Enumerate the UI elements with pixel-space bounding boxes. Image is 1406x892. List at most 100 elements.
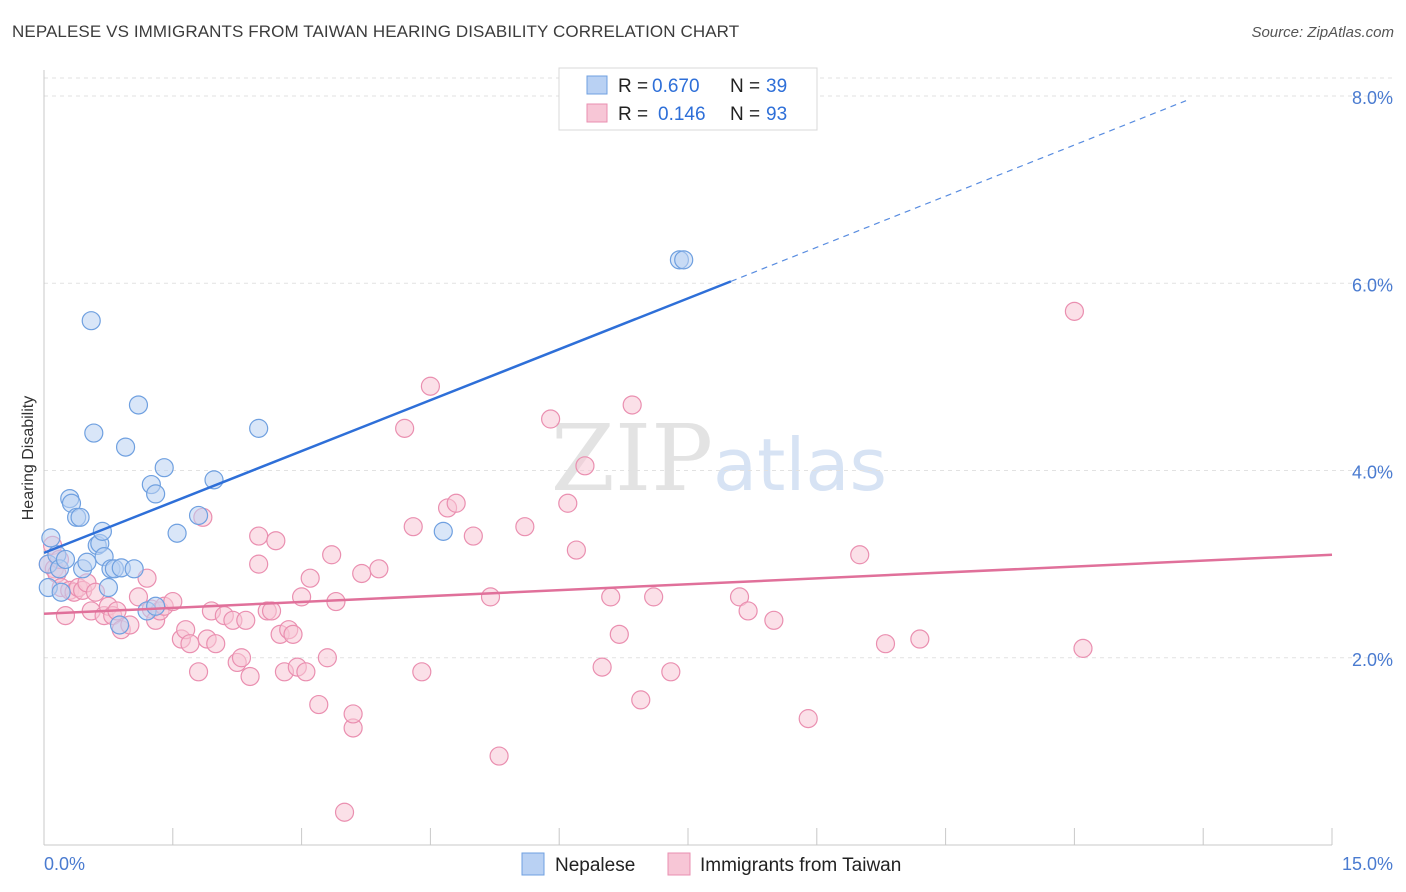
data-point	[249, 554, 269, 574]
gridlines	[44, 77, 1392, 659]
data-point	[309, 694, 329, 715]
correlation-legend: R = 0.670 N = 39 R = 0.146 N = 93	[558, 67, 818, 131]
data-point	[146, 596, 166, 616]
data-point	[798, 709, 818, 729]
trend-line-nepalese-extension	[730, 100, 1187, 282]
series-immigrants-from-taiwan	[38, 301, 1093, 822]
data-point	[343, 704, 363, 724]
data-point	[1064, 301, 1085, 321]
data-point	[188, 662, 209, 682]
data-point	[283, 624, 303, 644]
data-point	[566, 540, 586, 560]
data-point	[84, 423, 104, 443]
data-point	[137, 568, 157, 588]
series-nepalese	[38, 250, 694, 635]
data-point	[601, 587, 621, 607]
data-point	[55, 549, 76, 570]
data-point	[480, 587, 501, 607]
y-axis-title: Hearing Disability	[20, 396, 37, 521]
data-point	[403, 517, 423, 537]
legend-r-label-nepalese: R =	[618, 76, 648, 97]
chart-title: NEPALESE VS IMMIGRANTS FROM TAIWAN HEARI…	[12, 22, 740, 41]
data-point	[322, 545, 342, 565]
data-point	[446, 493, 466, 513]
y-tick-label: 4.0%	[1352, 463, 1393, 483]
data-point	[910, 629, 930, 649]
data-point	[300, 568, 320, 588]
data-point	[249, 526, 269, 546]
data-point	[489, 746, 509, 766]
data-point	[128, 395, 149, 415]
data-point	[764, 610, 784, 630]
data-point	[592, 657, 612, 677]
data-point	[266, 531, 286, 551]
legend-r-value-nepalese: 0.670	[652, 76, 700, 97]
data-point	[81, 311, 101, 331]
data-point	[146, 484, 166, 504]
data-point	[249, 418, 269, 438]
data-point	[55, 606, 76, 626]
data-point	[124, 559, 144, 579]
data-point	[541, 409, 561, 429]
data-point	[109, 615, 130, 635]
watermark-atlas: atlas	[713, 423, 887, 507]
data-point	[261, 601, 282, 621]
data-point	[296, 662, 316, 682]
data-point	[738, 601, 758, 621]
data-point	[558, 493, 578, 513]
data-point	[622, 395, 642, 415]
data-point	[128, 587, 149, 607]
data-point	[463, 526, 483, 546]
data-point	[575, 456, 595, 476]
data-point	[240, 666, 260, 687]
legend-r-value-taiwan: 0.146	[658, 104, 706, 125]
data-point	[661, 662, 681, 682]
series-legend: Nepalese Immigrants from Taiwan	[521, 852, 901, 876]
trend-lines	[43, 100, 1333, 615]
source-label: Source: ZipAtlas.com	[1251, 24, 1394, 41]
x-tick-label-min: 0.0%	[44, 854, 85, 874]
data-point	[412, 662, 432, 682]
data-point	[334, 802, 355, 822]
bottom-legend-label-nepalese: Nepalese	[555, 855, 635, 876]
data-point	[317, 648, 337, 668]
data-point	[98, 577, 119, 598]
legend-n-label-taiwan: N =	[730, 104, 760, 125]
data-point	[1073, 638, 1093, 658]
data-point	[729, 587, 750, 607]
legend-r-label-taiwan: R =	[618, 104, 648, 125]
data-point	[51, 582, 71, 602]
legend-n-value-nepalese: 39	[766, 76, 787, 97]
y-tick-labels: 2.0% 4.0% 6.0% 8.0%	[1352, 88, 1393, 670]
bottom-legend-swatch-taiwan	[667, 852, 691, 876]
data-point	[231, 648, 252, 668]
legend-n-value-taiwan: 93	[766, 104, 787, 125]
data-point	[115, 437, 136, 457]
data-point	[644, 587, 664, 607]
data-point	[850, 545, 870, 565]
data-point	[206, 634, 226, 654]
bottom-legend-label-taiwan: Immigrants from Taiwan	[700, 855, 901, 876]
watermark-zip: ZIP	[551, 405, 713, 512]
data-point	[369, 559, 389, 579]
trend-line-taiwan	[43, 553, 1333, 615]
data-point	[433, 521, 453, 541]
legend-swatch-taiwan	[586, 103, 608, 123]
bottom-legend-swatch-nepalese	[521, 852, 545, 876]
data-point	[180, 634, 200, 654]
data-point	[41, 528, 61, 548]
data-point	[609, 624, 629, 644]
data-point	[420, 376, 440, 396]
data-point	[395, 418, 415, 438]
data-point	[352, 563, 372, 584]
y-tick-label: 2.0%	[1352, 650, 1393, 670]
x-axis-ticks	[43, 828, 1333, 845]
data-point	[631, 690, 651, 710]
legend-swatch-nepalese	[586, 75, 608, 95]
data-point	[167, 523, 187, 543]
watermark: ZIP atlas	[551, 405, 887, 512]
data-point	[236, 610, 256, 630]
y-tick-label: 8.0%	[1352, 88, 1393, 108]
x-tick-label-max: 15.0%	[1342, 854, 1393, 874]
